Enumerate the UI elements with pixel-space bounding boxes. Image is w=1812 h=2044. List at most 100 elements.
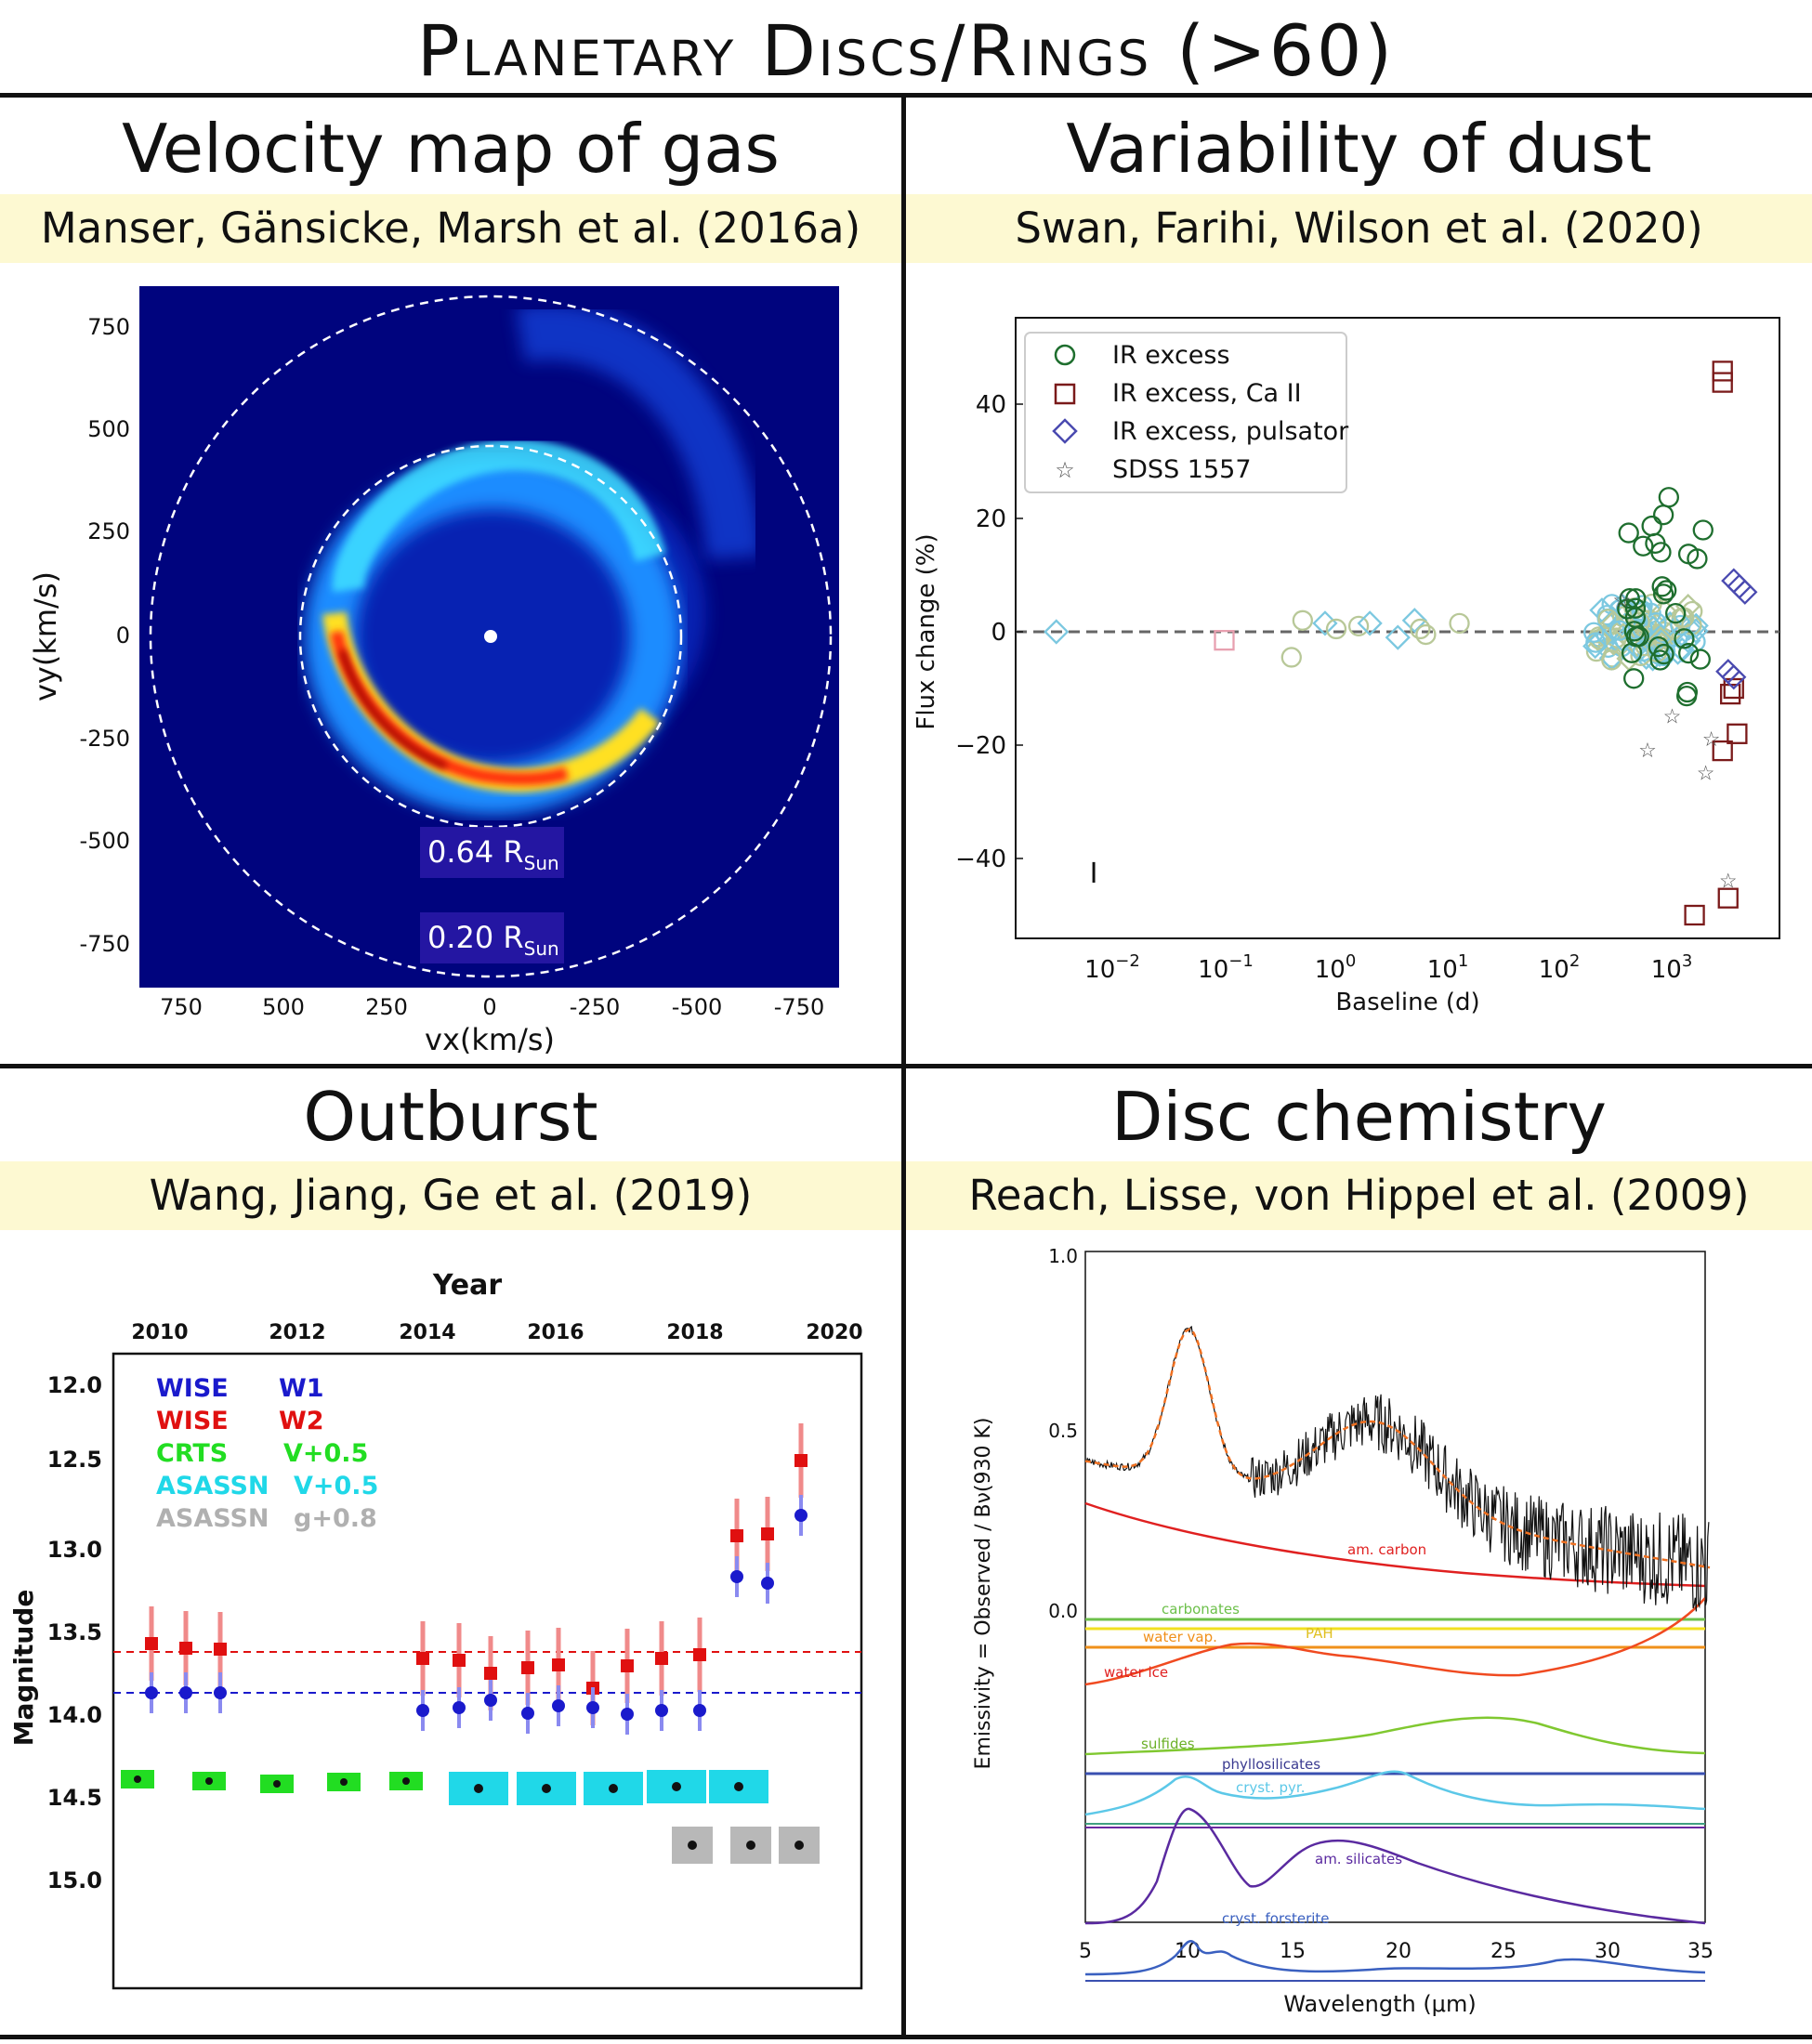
chemistry-citation: Reach, Lisse, von Hippel et al. (2009)	[906, 1161, 1812, 1230]
magnitude-axis-label: Magnitude	[8, 1590, 39, 1747]
velocity-citation: Manser, Gänsicke, Marsh et al. (2016a)	[0, 194, 901, 263]
sdss-point: ☆	[1719, 870, 1738, 893]
baseline-tick-1e-2: 10−2	[1084, 951, 1140, 984]
pulsator-point	[1732, 579, 1758, 605]
legend-wise-w1: WISE	[156, 1374, 229, 1403]
flux-tick-m40: −40	[955, 845, 1006, 873]
outburst-citation: Wang, Jiang, Ge et al. (2019)	[0, 1161, 901, 1230]
flux-tick-20: 20	[976, 505, 1006, 533]
baseline-tick-1e3: 103	[1651, 951, 1693, 984]
year-tick-2018: 2018	[666, 1321, 723, 1344]
sdss-point: ☆	[1612, 589, 1631, 612]
velocity-map-figure: 0.64 RSun 0.20 RSun 750 500 250 0 -250 -…	[28, 286, 839, 1057]
crts-mean	[340, 1778, 348, 1786]
label-water-ice: water ice	[1104, 1664, 1168, 1681]
vx-tick-m750: -750	[774, 994, 824, 1020]
mag-tick-12.5: 12.5	[47, 1447, 102, 1473]
scatter-point	[1601, 649, 1622, 671]
legend-ir-ca: IR excess, Ca II	[1112, 379, 1302, 408]
legend-ir-excess: IR excess	[1112, 341, 1230, 370]
asassn-v-mean	[672, 1782, 681, 1791]
vx-tick-250: 250	[365, 994, 408, 1020]
scatter-point	[1415, 623, 1437, 646]
ir-excess-point	[1619, 587, 1640, 609]
baseline-tick-1e0: 100	[1315, 951, 1357, 984]
label-am-carbon: am. carbon	[1347, 1541, 1426, 1558]
asassn-v-mean	[734, 1782, 743, 1791]
flux-tick-40: 40	[976, 391, 1006, 419]
ir-excess-point	[1656, 580, 1677, 601]
emis-tick-0.0: 0.0	[1048, 1600, 1078, 1622]
ring-inner-label: 0.64 RSun	[427, 834, 559, 874]
scatter-point	[1044, 619, 1070, 645]
ring-inner-label-box	[420, 827, 564, 878]
w1-point	[521, 1707, 534, 1720]
baseline-axis-label: Baseline (d)	[1335, 989, 1479, 1016]
water-ice-curve	[1084, 1597, 1706, 1686]
observed-spectrum	[1084, 1325, 1711, 1612]
ir-excess-point	[1652, 583, 1674, 605]
vy-axis-label: vy(km/s)	[28, 571, 63, 701]
ir-excess-point	[1665, 602, 1687, 624]
errbar-marker: I	[1090, 858, 1098, 890]
legend-crts-band: V+0.5	[283, 1439, 368, 1468]
sulfides-curve	[1084, 1716, 1706, 1756]
ir-excess-point	[1689, 649, 1711, 670]
crts-mean	[134, 1775, 141, 1783]
variability-citation: Swan, Farihi, Wilson et al. (2020)	[906, 194, 1812, 263]
vx-axis-label: vx(km/s)	[425, 1022, 555, 1057]
scatter-point	[1582, 633, 1608, 660]
legend-asassn-g: ASASSN	[156, 1504, 269, 1533]
flux-tick-m20: −20	[955, 732, 1006, 760]
w2-point	[552, 1658, 565, 1671]
w2-point	[761, 1527, 774, 1540]
w1-point	[552, 1699, 565, 1712]
label-sulfides: sulfides	[1141, 1736, 1195, 1752]
asassn-g-mean	[746, 1841, 755, 1850]
crts-mean	[205, 1777, 213, 1785]
w1-point	[453, 1701, 466, 1714]
ring-outer-label: 0.20 RSun	[427, 920, 559, 960]
w1-point	[693, 1704, 706, 1717]
w1-point	[730, 1570, 743, 1583]
legend-asassn-v-band: V+0.5	[294, 1472, 378, 1500]
wl-tick-5: 5	[1079, 1940, 1092, 1963]
ir-excess-point	[1649, 649, 1671, 671]
ir-excess-point	[1676, 681, 1699, 703]
ir-excess-point	[1677, 544, 1700, 565]
w2-point	[730, 1529, 743, 1542]
w1-point	[761, 1577, 774, 1590]
ir-excess-point	[1652, 504, 1674, 526]
w2-point	[655, 1652, 668, 1665]
svg-text:☆: ☆	[1055, 457, 1075, 483]
ir-excess-point	[1633, 535, 1654, 557]
ca-point	[1712, 740, 1733, 762]
legend-crts: CRTS	[156, 1439, 228, 1468]
am-silicates-curve	[1084, 1807, 1706, 1925]
ir-excess-point	[1648, 635, 1669, 658]
ir-excess-point	[1623, 668, 1645, 689]
ring-outer-label-box	[420, 912, 564, 963]
vy-tick-500: 500	[87, 416, 130, 442]
emis-tick-1.0: 1.0	[1048, 1245, 1078, 1267]
ir-excess-point	[1650, 542, 1672, 563]
asassn-v-mean	[474, 1784, 483, 1793]
divider-bottom	[0, 2035, 1812, 2039]
vx-tick-0: 0	[482, 994, 496, 1020]
scatter-point	[1401, 608, 1427, 634]
w1-point	[214, 1686, 227, 1699]
legend-asassn-v: ASASSN	[156, 1472, 269, 1500]
w2-point	[453, 1654, 466, 1667]
legend-wise-w2-band: W2	[279, 1407, 324, 1435]
year-tick-2020: 2020	[806, 1321, 862, 1344]
velocity-panel-title: Velocity map of gas	[122, 110, 780, 188]
scatter-point	[1357, 610, 1383, 636]
vx-tick-m500: -500	[672, 994, 722, 1020]
mag-tick-13.0: 13.0	[47, 1537, 102, 1563]
flux-tick-0: 0	[991, 619, 1006, 647]
year-tick-2016: 2016	[527, 1321, 584, 1344]
variability-points: ☆ ☆ ☆ ☆ ☆ ☆	[1044, 360, 1758, 926]
ca-point	[1723, 677, 1744, 700]
ir-excess-point	[1617, 598, 1638, 620]
wl-tick-25: 25	[1490, 1940, 1517, 1963]
